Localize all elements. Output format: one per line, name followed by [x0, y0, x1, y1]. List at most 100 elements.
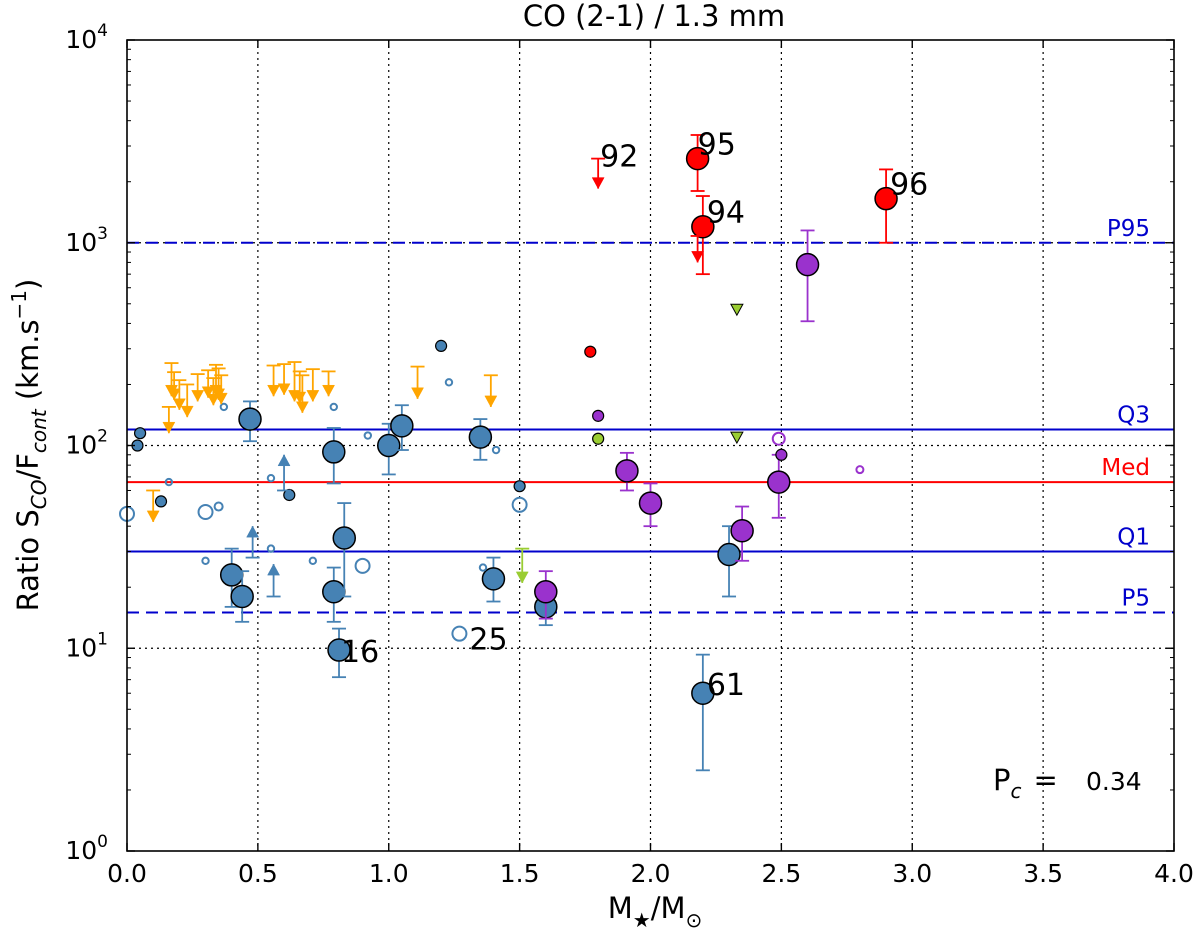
- detections_steelblue_small-point-3: [283, 488, 296, 502]
- yellowgreen_points-point-3-head: [515, 571, 529, 584]
- purple_detections-point-5: [534, 579, 558, 604]
- ytick-exponent: 3: [97, 224, 108, 244]
- upper_limits_orange-point-13-head: [277, 383, 291, 396]
- y-axis-label-co: CO: [27, 480, 51, 510]
- upper_limits_orange-point-17-head: [306, 390, 320, 402]
- svg-text:M★/M⊙: M★/M⊙: [608, 891, 703, 930]
- upper_limits_orange-point-6-head: [201, 386, 215, 399]
- detections_steelblue_small-point-0: [133, 427, 147, 440]
- non_detections_open-point-7: [308, 556, 318, 565]
- red_detections-point-2: [874, 186, 898, 211]
- upper_limits_orange-point-4-head: [180, 405, 194, 418]
- non_detections_open-point-6: [266, 544, 276, 553]
- xtick-label-3.0: 3.0: [892, 859, 932, 888]
- non_detections_open-point-1: [197, 503, 214, 520]
- detections_steelblue-point-10: [481, 567, 506, 591]
- x-axis-label-slash: /M: [651, 891, 686, 925]
- refline-label-med: Med: [1101, 455, 1150, 481]
- ytick-base: 10: [65, 633, 97, 662]
- ytick-exponent: 4: [97, 21, 108, 41]
- xtick-label-2.0: 2.0: [631, 859, 671, 888]
- y-axis-label-unit: (km.s: [11, 319, 45, 409]
- purple_small-point-3: [855, 465, 865, 475]
- red_detections-point-1-label: 94: [707, 196, 745, 231]
- series-lower_limits_steelblue: [245, 454, 292, 598]
- non_detections_open-point-12: [444, 378, 454, 387]
- pc-annotation-value: 0.34: [1086, 767, 1142, 796]
- lower_limits_steelblue-point-0-head: [277, 454, 291, 467]
- pc-annotation-p: P: [993, 763, 1011, 797]
- detections_steelblue-point-3: [322, 440, 346, 464]
- non_detections_open-point-5: [266, 473, 276, 483]
- upper_limits_orange-point-5-head: [191, 390, 205, 402]
- ytick-label-10000: 104: [65, 21, 108, 54]
- plot-frame: [126, 39, 1175, 852]
- upper_limits_orange-point-16-head: [295, 401, 309, 414]
- detections_steelblue-point-7: [377, 433, 401, 458]
- series-yellowgreen_points: [515, 303, 744, 584]
- ytick-base: 10: [65, 431, 97, 460]
- xtick-label-3.5: 3.5: [1023, 859, 1063, 888]
- upper_limits_orange-point-1-head: [162, 421, 176, 434]
- red_detections-point-0: [685, 146, 710, 171]
- series-red_detections: 95 94 96: [685, 128, 928, 276]
- pc-annotation-sub: c: [1011, 779, 1022, 803]
- upper_limits_orange-point-10-head: [206, 393, 220, 406]
- pc-annotation: Pc = 0.34: [993, 763, 1142, 803]
- ytick-base: 10: [65, 836, 97, 865]
- refline-label-q3: Q3: [1117, 402, 1150, 428]
- grid-lines: [127, 40, 1174, 851]
- non_detections_open-point-9: [363, 431, 373, 440]
- non_detections_open-point-13: [478, 563, 488, 572]
- purple_detections-point-4: [767, 470, 791, 494]
- detections_steelblue_small-point-2: [154, 495, 168, 508]
- svg-text:Ratio SCO/Fcont (km.s−1): Ratio SCO/Fcont (km.s−1): [7, 279, 51, 612]
- x-tick-labels: 0.0 0.5 1.0 1.5 2.0 2.5 3.0 3.5 4.0: [107, 859, 1194, 888]
- xtick-label-1.0: 1.0: [369, 859, 409, 888]
- y-axis-label: Ratio SCO/Fcont (km.s−1): [7, 279, 51, 612]
- y-axis-label-exp: −1: [7, 290, 31, 319]
- red_upper_limits-point-1-head: [691, 251, 705, 263]
- purple_detections-point-1: [615, 459, 639, 483]
- lower_limits_steelblue-point-1-head: [246, 525, 260, 538]
- ytick-exponent: 1: [97, 629, 108, 649]
- purple_small-point-2: [771, 431, 786, 446]
- x-axis-label-star: ★: [633, 908, 651, 930]
- xtick-label-0.5: 0.5: [238, 859, 278, 888]
- detections_steelblue-point-6-label: 16: [341, 635, 379, 670]
- xtick-label-4.0: 4.0: [1154, 859, 1194, 888]
- pc-annotation-eq: =: [1034, 763, 1058, 797]
- purple_small-point-0: [592, 409, 605, 422]
- purple_small-point-1: [775, 448, 788, 461]
- non_detections_open-point-3: [164, 477, 174, 487]
- red_detections-point-1: [691, 214, 715, 239]
- red_upper_limits-point-0-label: 92: [600, 140, 638, 175]
- ytick-exponent: 0: [97, 832, 108, 852]
- non_detections_open-point-16: [451, 625, 468, 642]
- ytick-label-10: 101: [65, 629, 108, 662]
- ytick-label-1: 100: [65, 832, 108, 865]
- non_detections_open-point-4: [201, 556, 210, 565]
- detections_steelblue-point-12: [717, 542, 741, 567]
- upper_limits_orange-point-2-head: [172, 398, 186, 411]
- yellowgreen_points-point-1: [730, 303, 744, 317]
- y-axis-label-cont: cont: [27, 408, 51, 453]
- y-axis-label-close: ): [11, 279, 45, 290]
- non_detections_open-point-14: [491, 445, 501, 455]
- series-upper_limits_orange: [146, 361, 498, 523]
- upper_limits_orange-point-11-head: [146, 510, 160, 523]
- detections_steelblue-point-2: [230, 584, 254, 609]
- series-red_small: [584, 345, 597, 358]
- series-purple_small: [592, 409, 865, 475]
- purple_detections-point-3: [730, 518, 754, 543]
- red_small-point-0: [584, 345, 597, 358]
- reference-lines: P95 Q3 Med Q1 P5: [127, 216, 1174, 614]
- x-axis-label-sun: ⊙: [686, 908, 703, 930]
- upper_limits_orange-point-20-head: [484, 395, 498, 408]
- xtick-label-1.5: 1.5: [500, 859, 540, 888]
- detections_steelblue-point-5: [332, 526, 357, 550]
- detections_steelblue-point-8: [390, 414, 414, 438]
- purple_detections-point-2: [638, 491, 663, 515]
